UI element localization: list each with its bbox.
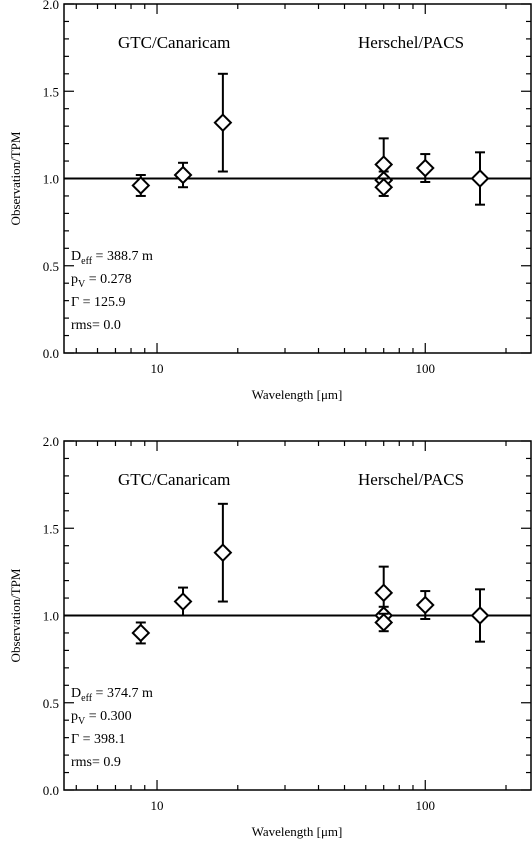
- x-axis-label: Wavelength [μm]: [252, 824, 343, 839]
- data-point-4: [374, 155, 394, 174]
- data-point-8: [470, 169, 490, 188]
- data-point-3: [213, 543, 233, 563]
- data-point-1: [131, 623, 151, 643]
- x-axis-label: Wavelength [μm]: [252, 387, 343, 402]
- y-tick-label: 2.0: [43, 434, 59, 449]
- param-label: pV = 0.278: [71, 272, 132, 290]
- instrument-label-left: GTC/Canaricam: [118, 470, 230, 489]
- data-point-8: [470, 606, 490, 625]
- param-label: Deff = 374.7 m: [71, 686, 153, 704]
- chart-panel-1: 0.0 0.5 1.0 1.5 2.0 10 100 Wavelength [μm] Obser…: [8, 0, 532, 402]
- y-axis-label: Observation/TPM: [8, 568, 23, 662]
- chart-panel-2: 0.0 0.5 1.0 1.5 2.0 10 100 Wavelength [μm] Obser…: [8, 434, 532, 839]
- param-label: Deff = 388.7 m: [71, 249, 153, 267]
- x-tick-label: 100: [416, 798, 436, 813]
- data-point-7: [415, 158, 435, 178]
- y-axis-label: Observation/TPM: [8, 131, 23, 225]
- data-point-6: [374, 177, 394, 197]
- data-point-4: [374, 583, 394, 603]
- param-label: rms= 0.0: [71, 318, 121, 333]
- x-tick-label: 100: [416, 361, 436, 376]
- data-point-6: [374, 613, 394, 632]
- y-tick-label: 0.0: [43, 783, 59, 798]
- y-tick-label: 1.5: [43, 84, 59, 99]
- y-tick-label: 2.0: [43, 0, 59, 12]
- y-tick-label: 1.5: [43, 521, 59, 536]
- x-tick-label: 10: [151, 798, 164, 813]
- data-point-2: [173, 592, 193, 611]
- param-label: pV = 0.300: [71, 709, 132, 727]
- y-tick-label: 0.5: [43, 259, 59, 274]
- instrument-label-right: Herschel/PACS: [358, 470, 464, 489]
- y-tick-label: 1.0: [43, 609, 59, 624]
- data-point-3: [213, 113, 233, 133]
- param-label: Γ = 125.9: [71, 295, 126, 310]
- y-tick-label: 0.0: [43, 346, 59, 361]
- instrument-label-right: Herschel/PACS: [358, 33, 464, 52]
- data-point-2: [173, 165, 193, 185]
- data-point-7: [415, 595, 435, 615]
- y-tick-label: 1.0: [43, 172, 59, 187]
- instrument-label-left: GTC/Canaricam: [118, 33, 230, 52]
- param-label: rms= 0.9: [71, 755, 121, 770]
- x-tick-label: 10: [151, 361, 164, 376]
- param-label: Γ = 398.1: [71, 732, 126, 747]
- y-tick-label: 0.5: [43, 696, 59, 711]
- data-point-1: [131, 176, 151, 195]
